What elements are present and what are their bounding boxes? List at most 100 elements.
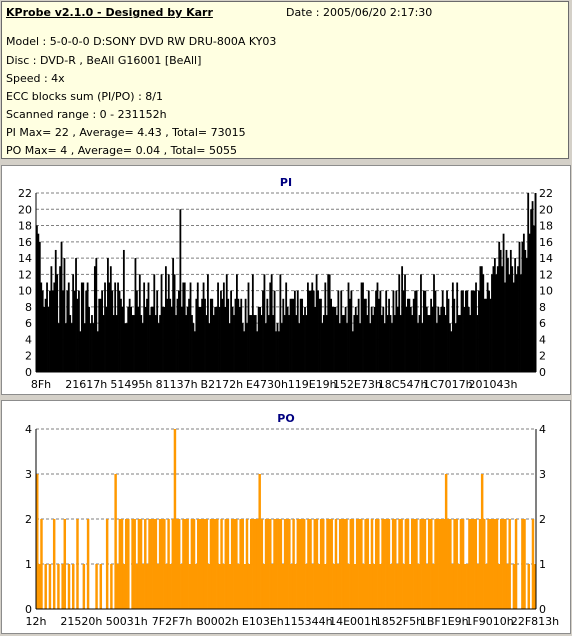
bar [351,331,354,372]
bar [244,298,247,372]
bar [99,564,103,609]
bar [347,564,350,609]
po-stats-line: PO Max= 4 , Average= 0.04 , Total= 5055 [6,144,237,157]
bar [486,282,489,372]
bar [530,209,532,372]
bar [409,306,412,372]
bar [406,519,410,609]
bar [127,306,130,372]
bar [520,274,522,372]
y-tick-label-right: 8 [539,301,546,314]
bar [301,298,304,372]
bar [427,519,431,609]
bar [330,519,333,609]
y-tick-label-right: 1 [539,558,546,571]
bar [273,290,276,372]
bar [170,306,173,372]
x-tick-label: 119E19h [288,378,337,391]
bar [325,315,328,372]
bar [521,241,524,372]
bar [443,306,446,372]
bar [57,323,60,372]
bar [211,519,215,609]
bar [212,315,215,372]
bar [40,282,43,372]
bar [252,519,255,609]
bar [338,323,341,372]
bar [298,323,301,372]
bar [517,266,519,372]
bar [172,258,175,372]
bar [275,331,277,372]
bar [313,519,317,609]
bar [449,323,451,372]
bar [136,290,138,372]
bar [527,564,530,609]
pi-chart-panel: PI 0 0 2 2 4 4 6 6 8 8 10 10 12 12 14 14 16 16 18 18 20 20 22 22… [1,165,571,395]
bar [185,315,188,372]
bar [233,315,235,372]
bar [528,233,531,372]
y-tick-label-left: 0 [25,603,32,616]
bar [267,315,270,372]
bar [264,323,267,372]
bar [169,564,172,609]
x-tick-label: 7F2F7h [152,615,193,628]
bar [144,519,147,609]
bar [79,331,82,372]
bar [62,290,64,372]
bar [83,323,86,372]
bar [421,519,425,609]
bar [485,298,488,372]
speed-line: Speed : 4x [6,72,65,85]
y-tick-label-left: 2 [25,350,32,363]
x-tick-label: 18C547h [378,378,428,391]
bar [283,519,287,609]
bar [198,306,201,372]
y-tick-label-left: 4 [25,333,32,346]
bar [508,519,511,609]
bar [501,266,504,372]
bar [533,225,535,372]
bar [278,331,280,372]
bar [193,331,196,372]
bar [49,290,51,372]
bar [208,323,211,372]
bar [153,274,156,372]
bar [387,519,391,609]
bar [437,306,440,372]
bar [462,290,464,372]
bar [37,233,40,372]
bar [491,274,493,372]
bar [434,290,437,372]
bar [328,274,331,372]
bar [382,306,385,372]
bar [88,306,90,372]
bar [441,290,444,372]
bar [466,290,469,372]
bar [154,519,158,609]
bar [161,519,164,609]
bar [199,519,202,609]
bar [430,519,433,609]
bar [507,258,509,372]
bar [531,201,534,372]
bar [131,519,134,609]
y-tick-label-right: 4 [539,333,546,346]
x-tick-label: E103Eh [242,615,284,628]
bar [422,290,425,372]
bar [495,274,498,372]
bar [159,315,161,372]
bar [272,315,275,372]
bar [186,519,189,609]
bar [221,298,224,372]
bar [362,564,365,609]
bar [408,564,412,609]
bar [381,519,384,609]
bar [218,564,221,609]
bar [256,519,259,609]
bar [311,564,314,609]
bar [394,519,397,609]
bar [314,306,317,372]
y-tick-label-right: 0 [539,603,546,616]
